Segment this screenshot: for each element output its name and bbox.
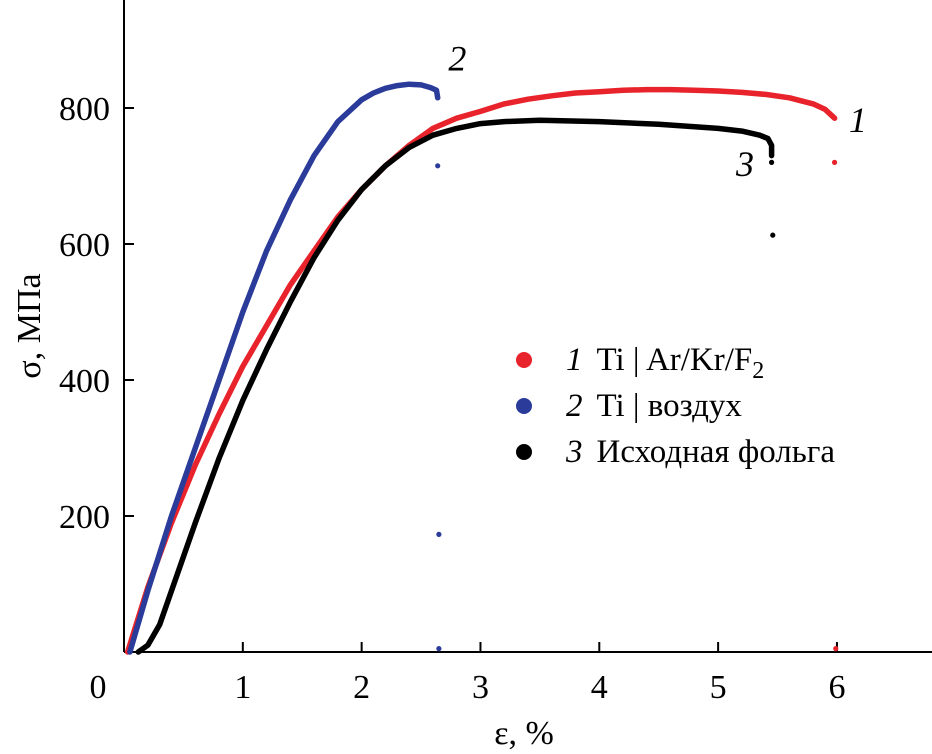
- y-tick-label-400: 400: [59, 363, 110, 400]
- y-tick-label-200: 200: [59, 499, 110, 536]
- legend-item-2: 2 Ti | воздух: [516, 388, 742, 424]
- series-1-point-0: [831, 159, 838, 165]
- curve-label-2: 2: [448, 39, 466, 79]
- series-3-point-1: [770, 232, 776, 238]
- series-2-line: [127, 81, 441, 655]
- legend-marker-3: [516, 444, 532, 460]
- legend-text-3: Исходная фольга: [597, 434, 836, 470]
- x-tick-label-1: 1: [234, 669, 251, 706]
- legend-number-3: 3: [565, 434, 583, 470]
- legend-subscript-1: 2: [752, 358, 764, 384]
- x-tick-label-3: 3: [472, 669, 489, 706]
- series-1-point-1: [833, 646, 839, 652]
- series-3: [135, 117, 776, 655]
- x-tick-label-5: 5: [710, 669, 727, 706]
- legend-number-2: 2: [566, 388, 583, 424]
- series-2-point-2: [436, 646, 442, 652]
- series-3-line: [135, 117, 775, 655]
- legend-item-1: 1 Ti | Ar/Kr/F2: [516, 342, 764, 384]
- curve-labels: 1 2 3: [448, 39, 866, 184]
- x-tick-label-0: 0: [90, 669, 107, 706]
- x-ticks: 0 1 2 3 4 5 6: [90, 642, 845, 706]
- x-axis-title: ε, %: [494, 715, 554, 752]
- series-2-point-0: [435, 163, 441, 169]
- legend-label-1: 1 Ti | Ar/Kr/F2: [566, 342, 764, 384]
- y-axis-title: σ, МПа: [11, 273, 48, 378]
- x-tick-label-6: 6: [828, 669, 845, 706]
- series-3-point-0: [768, 159, 775, 165]
- x-tick-label-4: 4: [591, 669, 608, 706]
- legend-text-1: Ti | Ar/Kr/F: [597, 342, 753, 378]
- x-tick-label-2: 2: [353, 669, 370, 706]
- series-2: [127, 81, 442, 655]
- series-1-line: [124, 86, 838, 655]
- curve-label-1: 1: [849, 100, 867, 140]
- y-ticks: 200 400 600 800: [59, 91, 134, 536]
- series-2-point-1: [436, 531, 442, 537]
- y-tick-label-800: 800: [59, 91, 110, 128]
- legend-marker-1: [516, 352, 532, 368]
- series-layer: [124, 81, 839, 655]
- legend-label-3: 3 Исходная фольга: [565, 434, 835, 470]
- legend-marker-2: [516, 398, 532, 414]
- legend-number-1: 1: [566, 342, 583, 378]
- y-tick-label-600: 600: [59, 227, 110, 264]
- legend-text-2: Ti | воздух: [597, 388, 743, 424]
- legend-item-3: 3 Исходная фольга: [516, 434, 835, 470]
- legend-label-2: 2 Ti | воздух: [566, 388, 742, 424]
- series-1: [124, 86, 839, 655]
- curve-label-3: 3: [735, 144, 754, 184]
